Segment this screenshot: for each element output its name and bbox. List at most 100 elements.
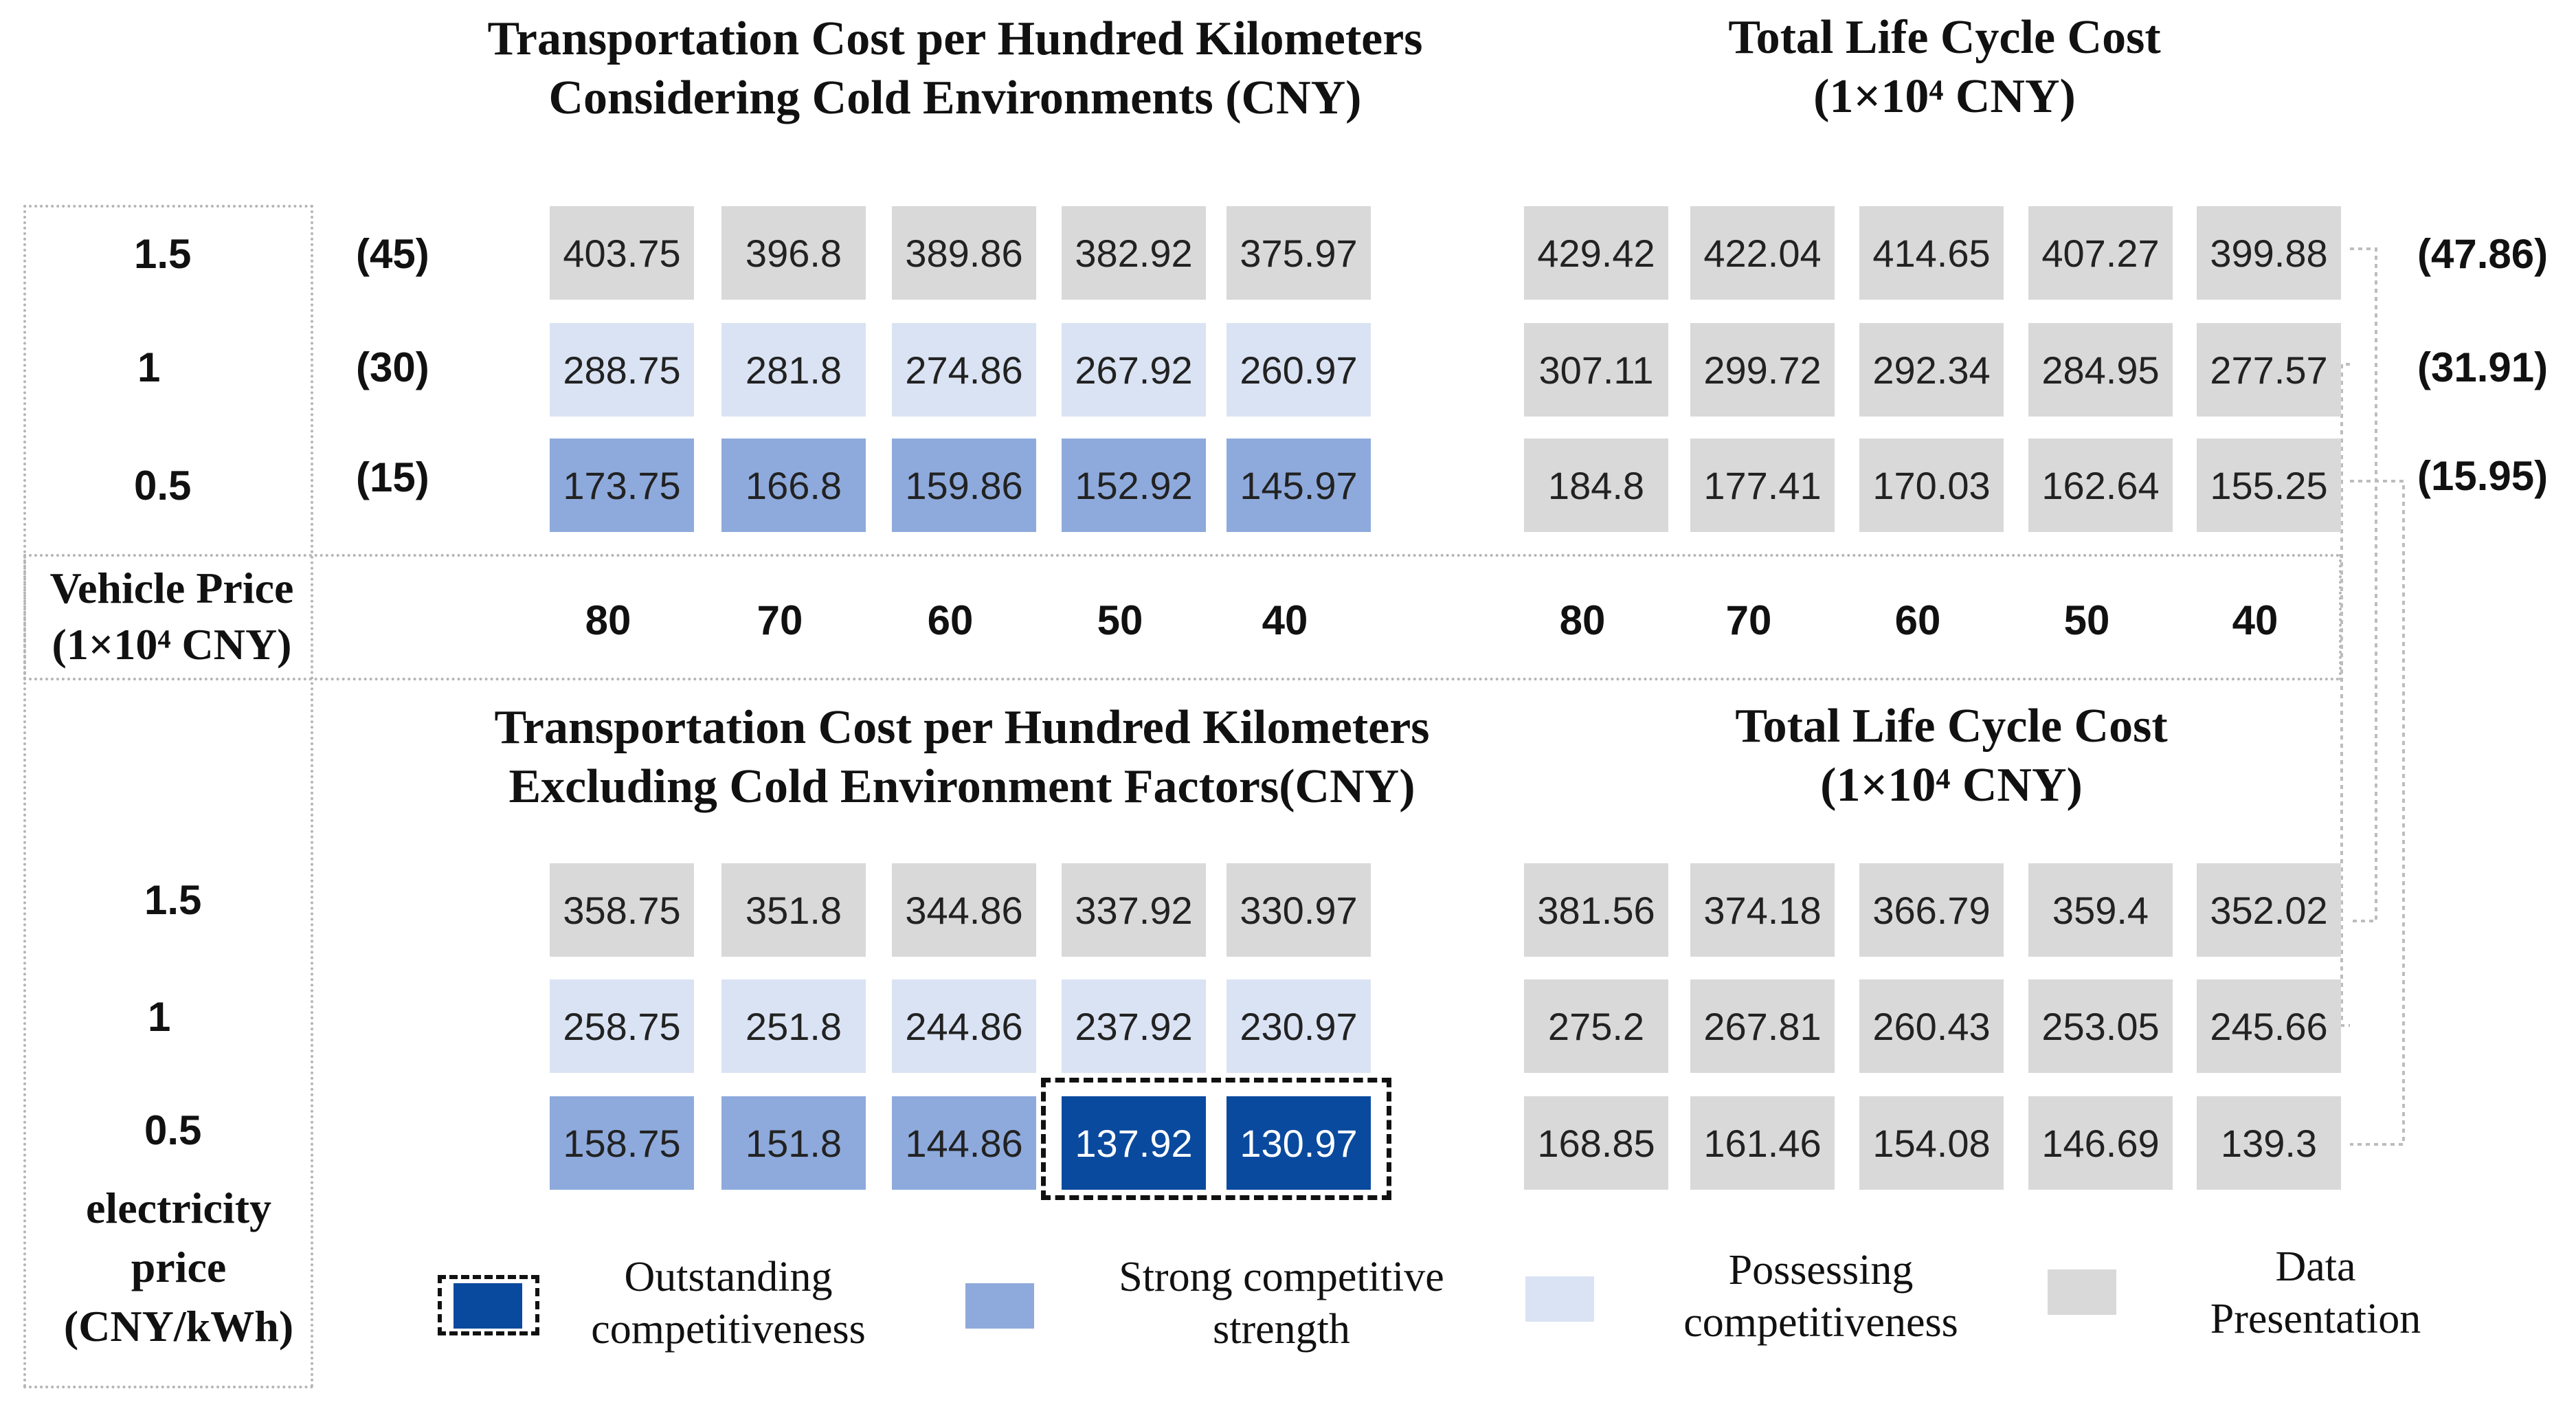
cell-cold_lifecycle-r0-c4: 399.88 (2197, 206, 2341, 300)
cell-cold_transport-r0-c0: 403.75 (550, 206, 694, 300)
outstanding-highlight-frame (1041, 1078, 1391, 1200)
elec-price-bottom-1.5: 1.5 (144, 877, 202, 923)
energy-cost-label-45: (45) (356, 231, 429, 277)
cell-cold_lifecycle-r2-c0: 184.8 (1524, 439, 1668, 532)
cell-nocold_lifecycle-r2-c4: 139.3 (2197, 1096, 2341, 1190)
elec-price-top-1.5: 1.5 (134, 231, 192, 277)
lifecycle-energy-label-15.95: (15.95) (2417, 453, 2549, 499)
vehicle-price-tick-right-50: 50 (2063, 597, 2110, 643)
cell-nocold_transport-r0-c2: 344.86 (892, 863, 1036, 957)
connector-1.5 (2350, 247, 2377, 922)
vehicle-price-tick-left-80: 80 (585, 597, 631, 643)
cell-nocold_lifecycle-r2-c2: 154.08 (1859, 1096, 2004, 1190)
cell-cold_transport-r0-c2: 389.86 (892, 206, 1036, 300)
legend-data-line2: Presentation (2210, 1296, 2421, 1342)
elec-price-top-1: 1 (137, 344, 161, 390)
cell-nocold_lifecycle-r1-c4: 245.66 (2197, 979, 2341, 1073)
title-cold-lifecycle-line2: (1×10⁴ CNY) (1813, 70, 2076, 123)
cell-nocold_lifecycle-r0-c4: 352.02 (2197, 863, 2341, 957)
cell-nocold_transport-r2-c3: 137.92 (1062, 1096, 1206, 1190)
cell-nocold_lifecycle-r1-c1: 267.81 (1690, 979, 1835, 1073)
legend-data-line1: Data (2275, 1243, 2356, 1290)
cell-nocold_lifecycle-r2-c1: 161.46 (1690, 1096, 1835, 1190)
cell-cold_lifecycle-r0-c2: 414.65 (1859, 206, 2004, 300)
cell-nocold_lifecycle-r0-c2: 366.79 (1859, 863, 2004, 957)
cell-nocold_lifecycle-r0-c1: 374.18 (1690, 863, 1835, 957)
cell-nocold_lifecycle-r2-c0: 168.85 (1524, 1096, 1668, 1190)
legend-possessing-line1: Possessing (1728, 1247, 1914, 1294)
legend-swatch-outstanding (453, 1283, 522, 1329)
cell-cold_lifecycle-r2-c4: 155.25 (2197, 439, 2341, 532)
cell-cold_transport-r2-c4: 145.97 (1227, 439, 1371, 532)
cell-nocold_lifecycle-r0-c0: 381.56 (1524, 863, 1668, 957)
legend-outstanding-frame (438, 1275, 539, 1335)
cell-nocold_lifecycle-r1-c2: 260.43 (1859, 979, 2004, 1073)
vehicle-price-tick-right-60: 60 (1894, 597, 1941, 643)
cell-nocold_transport-r0-c1: 351.8 (721, 863, 866, 957)
cell-nocold_lifecycle-r2-c3: 146.69 (2028, 1096, 2173, 1190)
elec-price-bottom-1: 1 (148, 994, 171, 1040)
electricity-price-axis-label: electricity price (CNY/kWh) (63, 1184, 294, 1351)
cell-nocold_lifecycle-r1-c3: 253.05 (2028, 979, 2173, 1073)
vehicle-price-axis-label: Vehicle Price (1×10⁴ CNY) (49, 564, 294, 669)
energy-cost-label-15: (15) (356, 454, 429, 500)
connector-0.5 (2350, 480, 2405, 1146)
cell-cold_transport-r0-c4: 375.97 (1227, 206, 1371, 300)
cell-nocold_transport-r1-c1: 251.8 (721, 979, 866, 1073)
vehicle-price-tick-left-50: 50 (1097, 597, 1143, 643)
cell-cold_lifecycle-r2-c3: 162.64 (2028, 439, 2173, 532)
cell-cold_lifecycle-r1-c0: 307.11 (1524, 323, 1668, 417)
cell-cold_lifecycle-r0-c3: 407.27 (2028, 206, 2173, 300)
cell-cold_transport-r1-c0: 288.75 (550, 323, 694, 417)
title-cold-lifecycle-line1: Total Life Cycle Cost (1728, 11, 2161, 64)
energy-cost-label-30: (30) (356, 344, 429, 390)
cell-nocold_lifecycle-r1-c0: 275.2 (1524, 979, 1668, 1073)
legend-text-strong: Strong competitive strength (1082, 1251, 1481, 1355)
lifecycle-energy-label-31.91: (31.91) (2417, 344, 2549, 390)
legend-text-outstanding: Outstanding competitiveness (550, 1251, 907, 1355)
cell-nocold_transport-r1-c2: 244.86 (892, 979, 1036, 1073)
vehicle-price-band (23, 554, 2342, 680)
cell-cold_lifecycle-r1-c3: 284.95 (2028, 323, 2173, 417)
cell-cold_transport-r0-c1: 396.8 (721, 206, 866, 300)
cell-cold_transport-r2-c2: 159.86 (892, 439, 1036, 532)
cell-cold_lifecycle-r0-c1: 422.04 (1690, 206, 1835, 300)
cell-cold_transport-r1-c2: 274.86 (892, 323, 1036, 417)
title-nocold-lifecycle-line2: (1×10⁴ CNY) (1820, 759, 2083, 812)
title-cold-transport-line1: Transportation Cost per Hundred Kilomete… (487, 12, 1423, 65)
legend-strong-line2: strength (1213, 1306, 1350, 1353)
legend-outstanding-line2: competitiveness (591, 1306, 866, 1353)
row-label-frame (23, 205, 313, 1388)
cell-nocold_lifecycle-r0-c3: 359.4 (2028, 863, 2173, 957)
vehicle-price-tick-right-80: 80 (1559, 597, 1606, 643)
cell-nocold_transport-r0-c0: 358.75 (550, 863, 694, 957)
title-nocold-transport: Transportation Cost per Hundred Kilomete… (385, 698, 1539, 817)
cell-cold_transport-r1-c4: 260.97 (1227, 323, 1371, 417)
legend-text-possessing: Possessing competitiveness (1649, 1244, 1993, 1349)
title-nocold-transport-line2: Excluding Cold Environment Factors(CNY) (508, 760, 1415, 813)
vehicle-price-tick-left-40: 40 (1262, 597, 1308, 643)
vehicle-price-tick-right-70: 70 (1725, 597, 1772, 643)
legend-swatch-data (2048, 1269, 2116, 1315)
cell-cold_lifecycle-r1-c2: 292.34 (1859, 323, 2004, 417)
cell-cold_lifecycle-r1-c1: 299.72 (1690, 323, 1835, 417)
cell-cold_lifecycle-r1-c4: 277.57 (2197, 323, 2341, 417)
vehicle-price-tick-left-60: 60 (927, 597, 974, 643)
connector-1 (2340, 363, 2350, 1027)
cell-nocold_transport-r1-c0: 258.75 (550, 979, 694, 1073)
cell-nocold_transport-r0-c4: 330.97 (1227, 863, 1371, 957)
cell-nocold_transport-r1-c3: 237.92 (1062, 979, 1206, 1073)
legend-swatch-strong (965, 1283, 1034, 1329)
cell-nocold_transport-r2-c4: 130.97 (1227, 1096, 1371, 1190)
title-cold-transport: Transportation Cost per Hundred Kilomete… (385, 10, 1525, 128)
cell-nocold_transport-r2-c0: 158.75 (550, 1096, 694, 1190)
title-nocold-transport-line1: Transportation Cost per Hundred Kilomete… (494, 701, 1430, 754)
cell-nocold_transport-r1-c4: 230.97 (1227, 979, 1371, 1073)
cell-cold_transport-r2-c0: 173.75 (550, 439, 694, 532)
cell-cold_lifecycle-r0-c0: 429.42 (1524, 206, 1668, 300)
title-nocold-lifecycle-line1: Total Life Cycle Cost (1735, 700, 2168, 753)
legend-swatch-possessing (1525, 1276, 1594, 1322)
legend-text-data: Data Presentation (2171, 1241, 2460, 1345)
cell-cold_transport-r2-c1: 166.8 (721, 439, 866, 532)
